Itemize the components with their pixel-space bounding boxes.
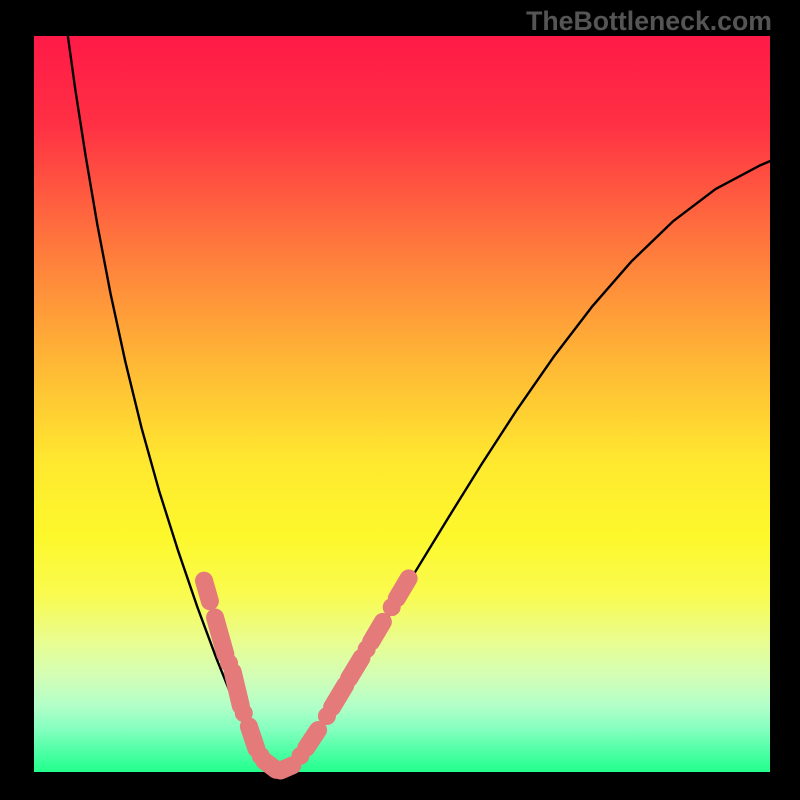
marker-pill [306,730,318,748]
marker-pill [233,672,241,706]
marker-pill [349,658,362,679]
marker-pill [397,578,409,598]
marker-pill [249,726,256,748]
marker-pill [371,622,383,642]
marker-pill [281,765,293,770]
chart-stage: TheBottleneck.com [0,0,800,800]
marker-pill [332,685,345,707]
plot-background [34,36,770,772]
marker-pill [204,581,210,602]
chart-svg [0,0,800,800]
marker-pill [215,617,225,654]
watermark-text: TheBottleneck.com [526,6,772,37]
